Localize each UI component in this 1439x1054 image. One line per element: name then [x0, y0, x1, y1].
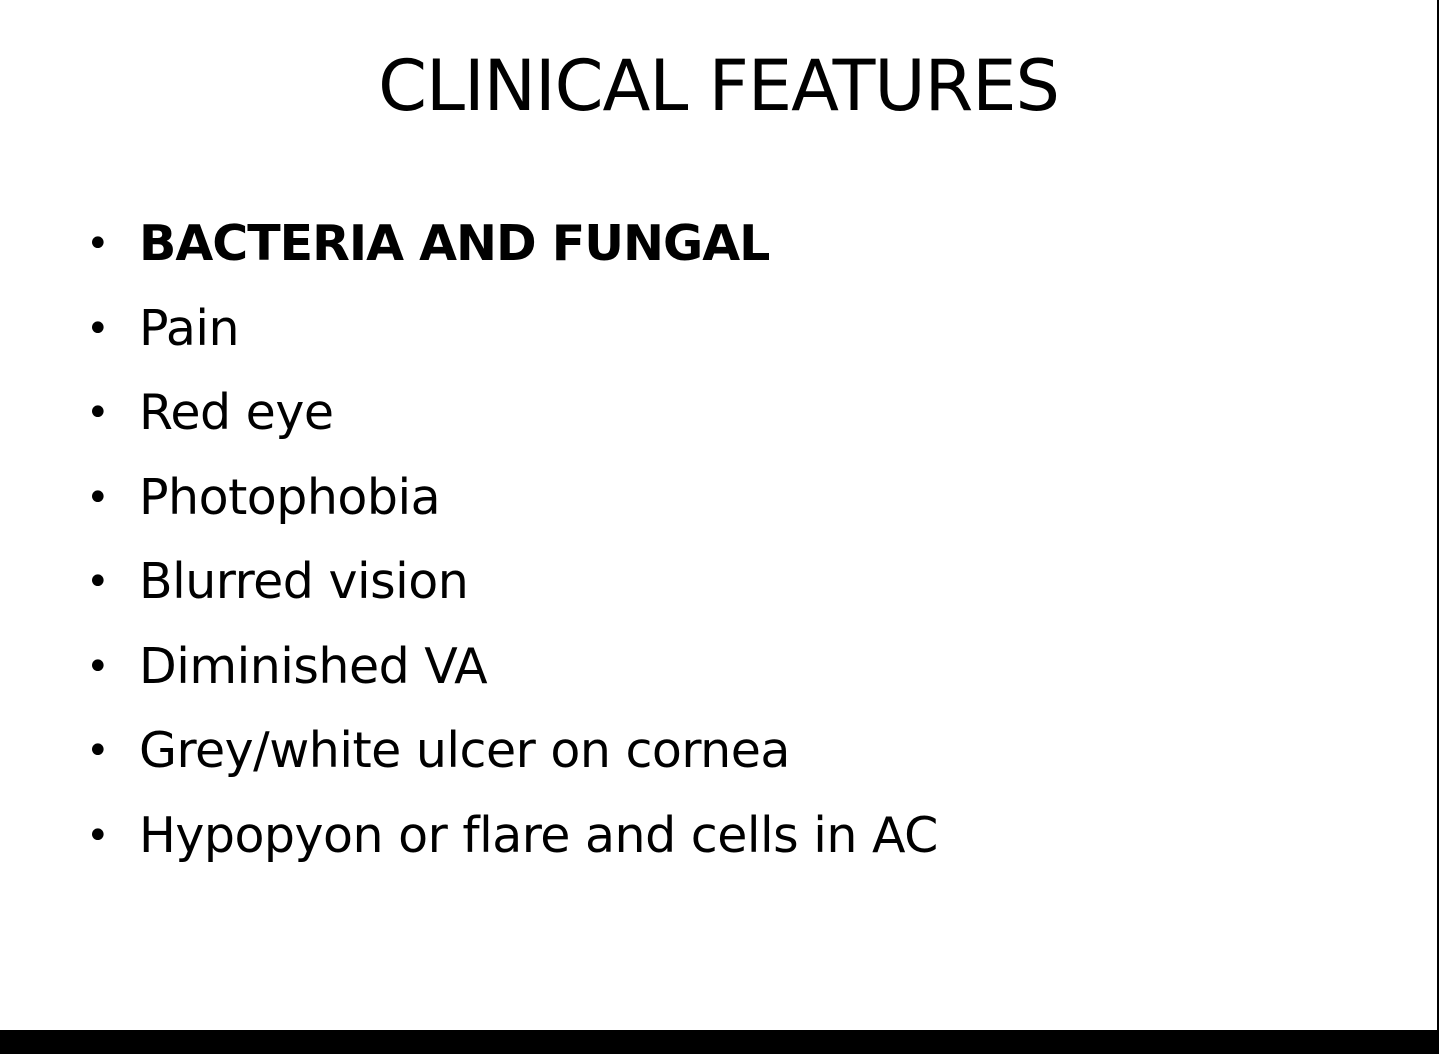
- slide-right-border: [1437, 0, 1439, 1030]
- bullet-dot-icon: •: [86, 559, 110, 605]
- bullet-text: Red eye: [139, 384, 334, 441]
- bullet-text: Photophobia: [139, 468, 441, 526]
- bullet-text: Diminished VA: [139, 637, 488, 695]
- bullet-dot-icon: •: [86, 305, 110, 352]
- bullet-text: BACTERIA AND FUNGAL: [139, 215, 770, 272]
- bullet-text: Pain: [139, 299, 240, 357]
- bullet-dot-icon: •: [86, 390, 110, 436]
- bullet-dot-icon: •: [86, 643, 110, 690]
- bullet-dot-icon: •: [86, 728, 110, 774]
- slide-title: CLINICAL FEATURES: [378, 45, 1060, 127]
- bullet-dot-icon: •: [86, 812, 110, 859]
- bullet-dot-icon: •: [86, 474, 110, 521]
- slide: CLINICAL FEATURES • BACTERIA AND FUNGAL …: [0, 0, 1437, 1030]
- bottom-letterbox-bar: [0, 1030, 1439, 1054]
- bullet-text: Hypopyon or flare and cells in AC: [139, 806, 938, 864]
- bullet-dot-icon: •: [86, 221, 110, 267]
- bullet-text: Grey/white ulcer on cornea: [139, 722, 790, 779]
- bullet-text: Blurred vision: [139, 553, 469, 610]
